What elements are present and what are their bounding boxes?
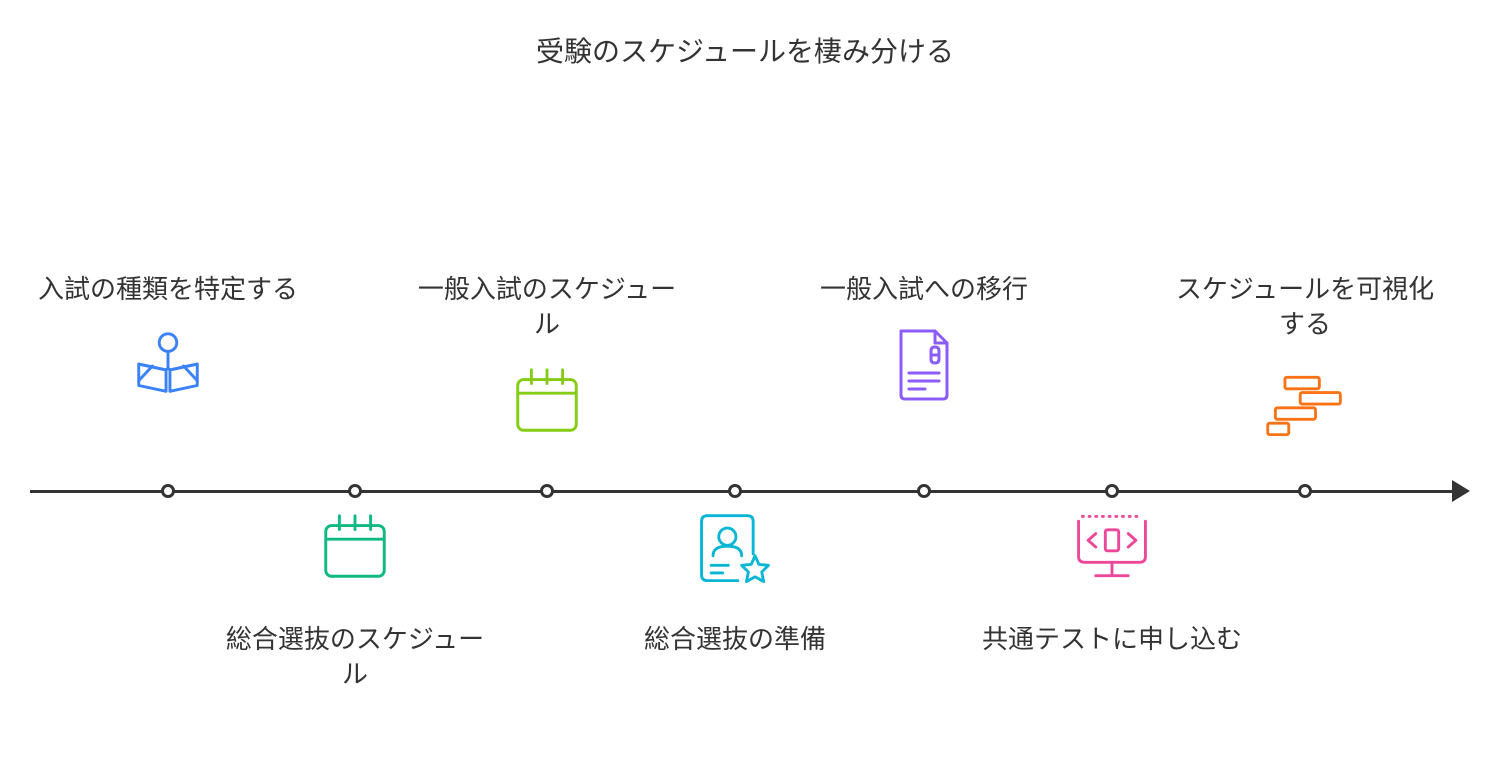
node-label: スケジュールを可視化する xyxy=(1175,272,1435,342)
timeline-marker xyxy=(540,484,554,498)
page-title: 受験のスケジュールを棲み分ける xyxy=(0,30,1490,70)
timeline-marker xyxy=(1298,484,1312,498)
timeline-marker xyxy=(1105,484,1119,498)
node-label: 総合選抜のスケジュール xyxy=(225,622,485,692)
node-label: 一般入試のスケジュール xyxy=(417,272,677,342)
timeline-node: スケジュールを可視化する xyxy=(1175,272,1435,440)
timeline-arrow xyxy=(1452,480,1470,502)
timeline-axis xyxy=(30,490,1460,493)
timeline-node: 共通テストに申し込む xyxy=(982,508,1242,657)
gantt-icon xyxy=(1262,360,1348,440)
timeline-marker xyxy=(728,484,742,498)
calendar-icon xyxy=(316,508,394,608)
monitor-code-icon xyxy=(1069,508,1155,608)
calendar-icon xyxy=(508,360,586,440)
document-icon xyxy=(889,325,959,405)
node-label: 入試の種類を特定する xyxy=(38,272,298,307)
timeline-node: 入試の種類を特定する xyxy=(38,272,298,405)
reader-icon xyxy=(129,325,207,405)
timeline-node: 総合選抜のスケジュール xyxy=(225,508,485,692)
node-label: 共通テストに申し込む xyxy=(982,622,1242,657)
node-label: 一般入試への移行 xyxy=(820,272,1028,307)
timeline-node: 一般入試のスケジュール xyxy=(417,272,677,440)
timeline-marker xyxy=(917,484,931,498)
timeline-marker xyxy=(348,484,362,498)
profile-star-icon xyxy=(692,508,778,608)
timeline-marker xyxy=(161,484,175,498)
timeline-node: 総合選抜の準備 xyxy=(605,508,865,657)
node-label: 総合選抜の準備 xyxy=(644,622,826,657)
timeline-node: 一般入試への移行 xyxy=(794,272,1054,405)
